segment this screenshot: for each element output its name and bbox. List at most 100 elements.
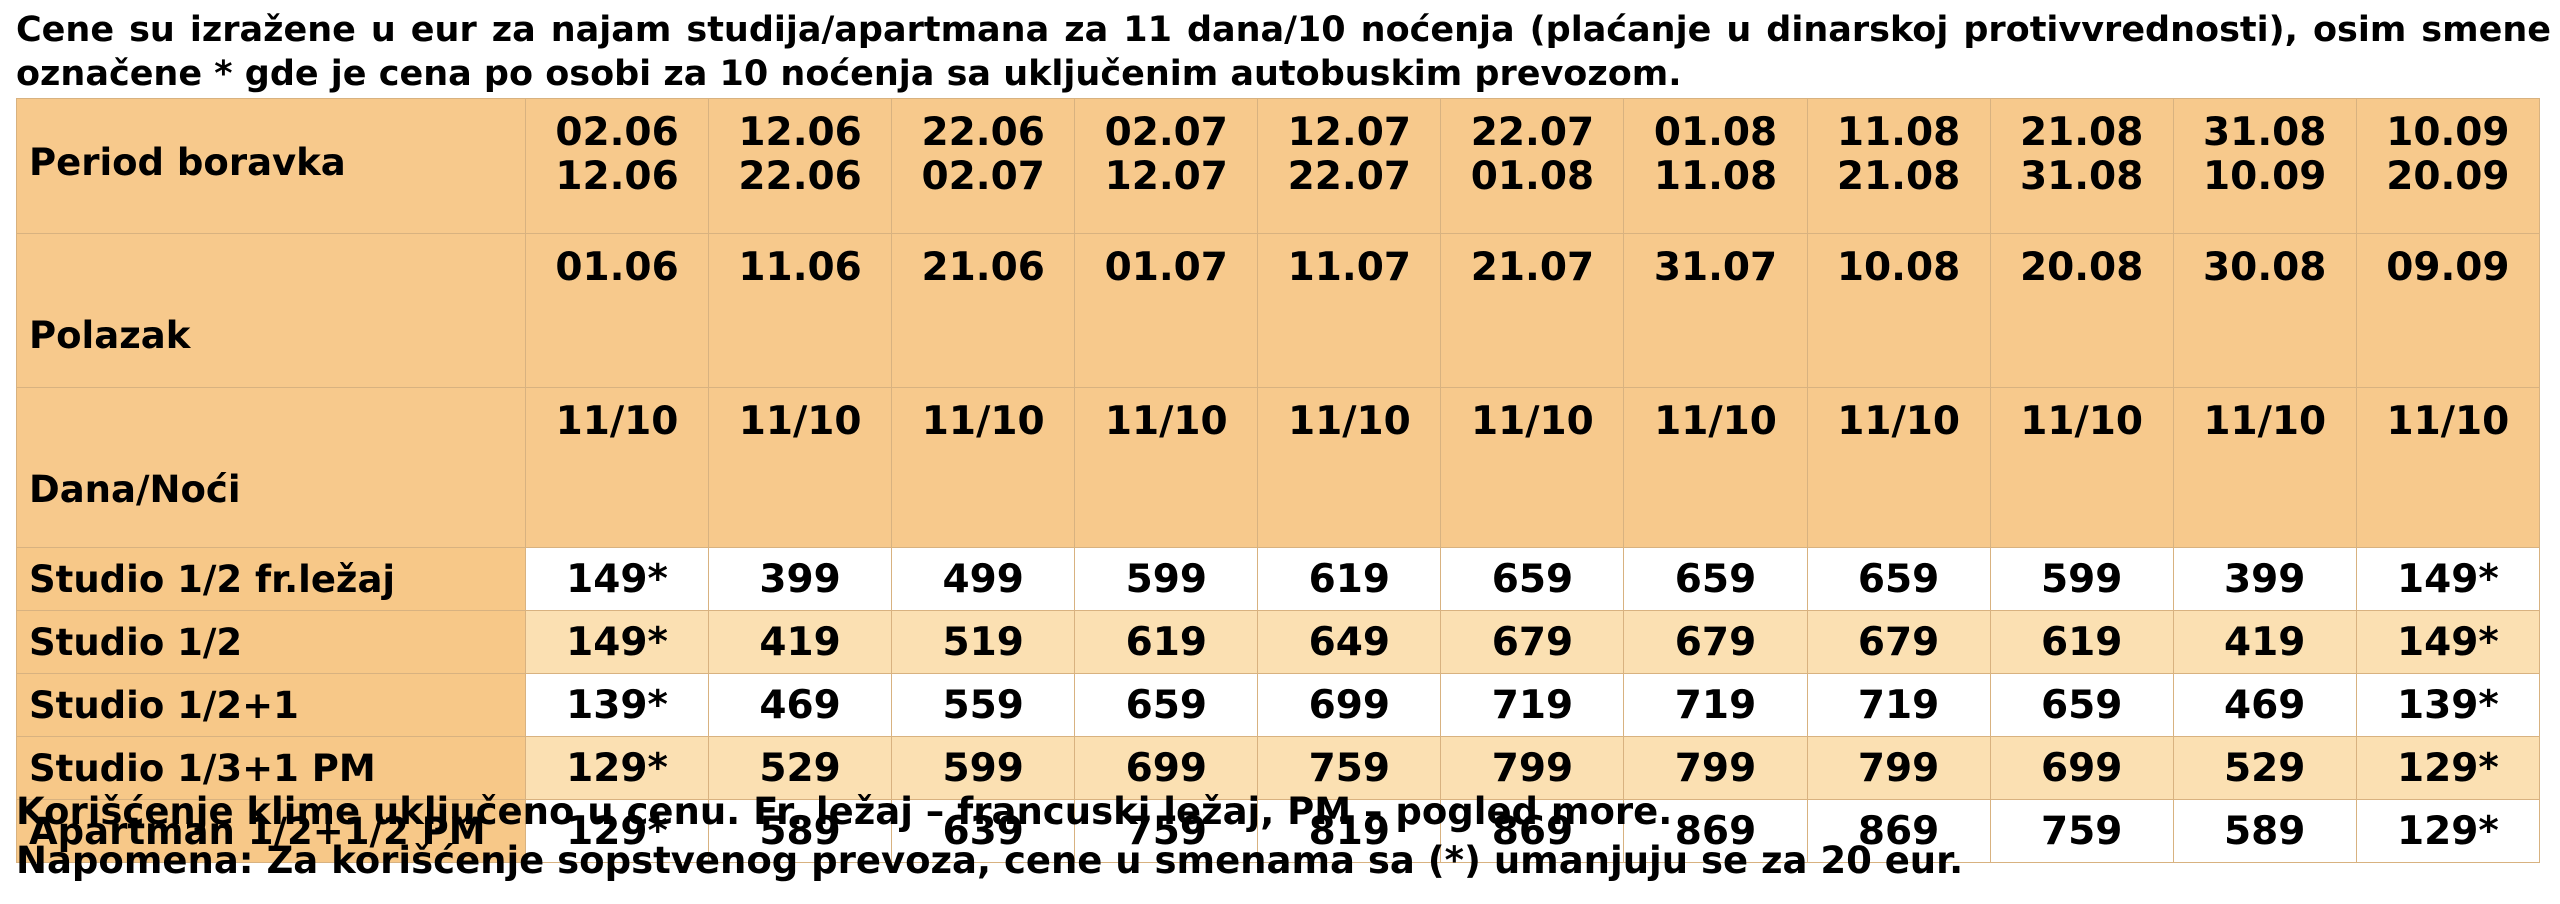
price-cell: 869 — [1440, 799, 1625, 863]
header-cell-nights: 11/10 — [1806, 387, 1991, 548]
header-cell-departure: 30.08 — [2172, 233, 2357, 388]
price-cell: 619 — [1257, 547, 1442, 611]
price-cell: 129* — [2355, 736, 2541, 800]
header-cell-departure: 01.06 — [524, 233, 710, 388]
period-start-date: 12.07 — [1287, 110, 1412, 155]
header-cell-period: 12.06 22.06 — [708, 98, 893, 234]
header-cell-nights: 11/10 — [1257, 387, 1442, 548]
price-cell: 529 — [2172, 736, 2357, 800]
price-cell: 589 — [708, 799, 893, 863]
price-cell: 149* — [524, 547, 710, 611]
period-start-date: 11.08 — [1836, 110, 1961, 155]
period-start-date: 21.08 — [2019, 110, 2144, 155]
header-row-departure: Polazak 01.06 11.06 21.06 01.07 11.07 21.07 31.… — [16, 233, 2541, 388]
period-end-date: 12.07 — [1104, 154, 1228, 199]
price-cell: 699 — [1989, 736, 2174, 800]
accommodation-type-label: Studio 1/2+1 — [16, 673, 526, 737]
price-cell: 659 — [1989, 673, 2174, 737]
header-cell-departure: 09.09 — [2355, 233, 2541, 388]
header-row-nights: Dana/Noći 11/10 11/10 11/10 11/10 11/10 11/10 1… — [16, 387, 2541, 548]
accommodation-type-label: Studio 1/2 fr.ležaj — [16, 547, 526, 611]
price-cell: 819 — [1257, 799, 1442, 863]
price-cell: 799 — [1806, 736, 1991, 800]
price-cell: 799 — [1440, 736, 1625, 800]
price-cell: 719 — [1440, 673, 1625, 737]
header-cell-period: 01.08 11.08 — [1623, 98, 1808, 234]
footer-note-amenities: Korišćenje klime uključeno u cenu. Fr. l… — [16, 790, 1673, 833]
price-cell: 679 — [1623, 610, 1808, 674]
accommodation-type-label: Studio 1/2 — [16, 610, 526, 674]
header-cell-departure: 11.07 — [1257, 233, 1442, 388]
price-cell: 559 — [891, 673, 1076, 737]
row-label: Period boravka — [16, 98, 526, 234]
accommodation-type-label: Studio 1/3+1 PM — [16, 736, 526, 800]
header-cell-period: 21.08 31.08 — [1989, 98, 2174, 234]
period-end-date: 11.08 — [1653, 154, 1778, 199]
price-cell: 129* — [524, 736, 710, 800]
header-cell-nights: 11/10 — [891, 387, 1076, 548]
price-cell: 399 — [2172, 547, 2357, 611]
header-cell-nights: 11/10 — [1989, 387, 2174, 548]
price-cell: 519 — [891, 610, 1076, 674]
row-label: Polazak — [16, 233, 526, 388]
period-end-date: 31.08 — [2019, 154, 2144, 199]
price-intro-text: Cene su izražene u eur za najam studija/… — [16, 10, 2551, 94]
price-cell: 679 — [1440, 610, 1625, 674]
price-cell: 759 — [1989, 799, 2174, 863]
price-cell: 869 — [1806, 799, 1991, 863]
price-table-body: Period boravka 02.06 12.06 12.06 22.06 22.06 0… — [16, 98, 2541, 863]
header-cell-period: 31.08 10.09 — [2172, 98, 2357, 234]
price-cell: 149* — [2355, 610, 2541, 674]
period-start-date: 12.06 — [738, 110, 862, 155]
price-row: Studio 1/2 149* 419 519 619 649 679 679 679 619 41… — [16, 610, 2541, 674]
header-cell-period: 22.07 01.08 — [1440, 98, 1625, 234]
period-end-date: 10.09 — [2203, 154, 2327, 199]
header-cell-departure: 01.07 — [1074, 233, 1259, 388]
price-cell: 719 — [1623, 673, 1808, 737]
price-cell: 469 — [708, 673, 893, 737]
header-cell-nights: 11/10 — [1623, 387, 1808, 548]
price-cell: 699 — [1257, 673, 1442, 737]
header-cell-nights: 11/10 — [1440, 387, 1625, 548]
price-cell: 659 — [1623, 547, 1808, 611]
price-row: Studio 1/2+1 139* 469 559 659 699 719 719 719 659… — [16, 673, 2541, 737]
price-cell: 139* — [2355, 673, 2541, 737]
header-cell-nights: 11/10 — [524, 387, 710, 548]
price-cell: 659 — [1074, 673, 1259, 737]
header-cell-departure: 31.07 — [1623, 233, 1808, 388]
header-cell-nights: 11/10 — [2355, 387, 2541, 548]
price-cell: 399 — [708, 547, 893, 611]
price-cell: 619 — [1074, 610, 1259, 674]
period-start-date: 02.06 — [555, 110, 679, 155]
price-cell: 719 — [1806, 673, 1991, 737]
price-cell: 759 — [1257, 736, 1442, 800]
price-cell: 149* — [2355, 547, 2541, 611]
period-start-date: 22.06 — [921, 110, 1045, 155]
header-cell-nights: 11/10 — [2172, 387, 2357, 548]
period-end-date: 20.09 — [2386, 154, 2510, 199]
price-table: Period boravka 02.06 12.06 12.06 22.06 22.06 0… — [16, 98, 2541, 863]
header-row-period: Period boravka 02.06 12.06 12.06 22.06 22.06 0… — [16, 98, 2541, 234]
price-row: Studio 1/2 fr.ležaj 149* 399 499 599 619 659 65… — [16, 547, 2541, 611]
price-cell: 149* — [524, 610, 710, 674]
price-cell: 869 — [1623, 799, 1808, 863]
price-cell: 589 — [2172, 799, 2357, 863]
period-start-date: 02.07 — [1104, 110, 1228, 155]
price-cell: 499 — [891, 547, 1076, 611]
price-cell: 679 — [1806, 610, 1991, 674]
period-end-date: 22.06 — [738, 154, 862, 199]
price-cell: 599 — [891, 736, 1076, 800]
header-cell-nights: 11/10 — [708, 387, 893, 548]
header-cell-departure: 20.08 — [1989, 233, 2174, 388]
header-cell-period: 12.07 22.07 — [1257, 98, 1442, 234]
period-start-date: 10.09 — [2386, 110, 2510, 155]
header-cell-period: 10.09 20.09 — [2355, 98, 2541, 234]
period-end-date: 21.08 — [1836, 154, 1961, 199]
price-cell: 419 — [708, 610, 893, 674]
price-cell: 759 — [1074, 799, 1259, 863]
header-cell-nights: 11/10 — [1074, 387, 1259, 548]
price-cell: 649 — [1257, 610, 1442, 674]
price-cell: 659 — [1806, 547, 1991, 611]
period-end-date: 12.06 — [555, 154, 679, 199]
price-cell: 619 — [1989, 610, 2174, 674]
